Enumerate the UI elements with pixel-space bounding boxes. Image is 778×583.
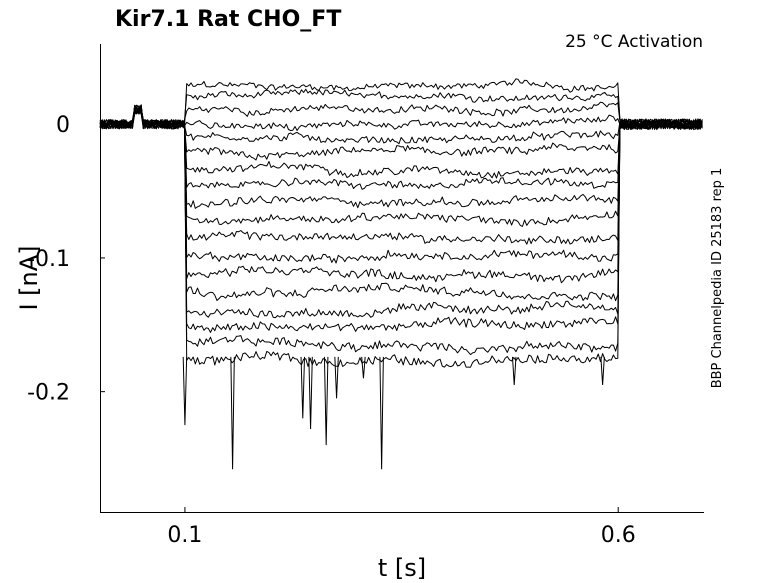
- y-tick-label: -0.2: [27, 381, 70, 406]
- sweep-trace: [99, 105, 703, 264]
- sweep-trace: [99, 104, 703, 284]
- plot-axes: [100, 44, 704, 513]
- sweep-trace: [99, 107, 703, 131]
- transient-spike: [379, 356, 384, 470]
- transient-spike: [600, 356, 605, 386]
- transient-spike: [182, 356, 188, 426]
- sweep-trace: [99, 110, 703, 245]
- transient-spike: [323, 356, 329, 446]
- sweep-trace: [99, 109, 703, 161]
- axis-ticks: 0.1 0.6 0 -0.1 -0.2: [27, 113, 636, 548]
- sweep-trace: [99, 105, 703, 209]
- sweep-trace: [99, 101, 703, 130]
- sweep-trace: [99, 104, 703, 368]
- x-axis-label: t [s]: [378, 554, 426, 582]
- sweep-trace: [99, 107, 703, 333]
- sweep-trace: [99, 105, 703, 302]
- sweep-trace: [99, 106, 703, 319]
- y-axis-label: I [nA]: [15, 245, 43, 310]
- chart-subtitle: 25 °C Activation: [565, 32, 703, 52]
- transient-spike: [511, 356, 517, 386]
- chart-title: Kir7.1 Rat CHO_FT: [115, 7, 341, 32]
- x-tick-label: 0.1: [167, 523, 202, 548]
- transient-spike: [230, 356, 235, 470]
- current-traces: [99, 78, 703, 470]
- y-tick-label: -0.1: [27, 247, 70, 272]
- transient-spike: [300, 356, 306, 419]
- transient-spike: [334, 356, 339, 399]
- sweep-trace: [99, 106, 703, 145]
- x-tick-label: 0.6: [601, 523, 636, 548]
- y-tick-label: 0: [56, 113, 70, 138]
- sweep-trace: [99, 88, 703, 130]
- sweep-trace: [99, 104, 703, 179]
- transient-spike: [361, 356, 366, 379]
- sweep-trace: [99, 104, 703, 227]
- side-note: BBP Channelpedia ID 25183 rep 1: [710, 168, 725, 389]
- sweep-trace: [99, 78, 703, 130]
- sweep-trace: [99, 104, 703, 190]
- sweep-trace: [99, 106, 703, 356]
- transient-spike: [308, 356, 313, 430]
